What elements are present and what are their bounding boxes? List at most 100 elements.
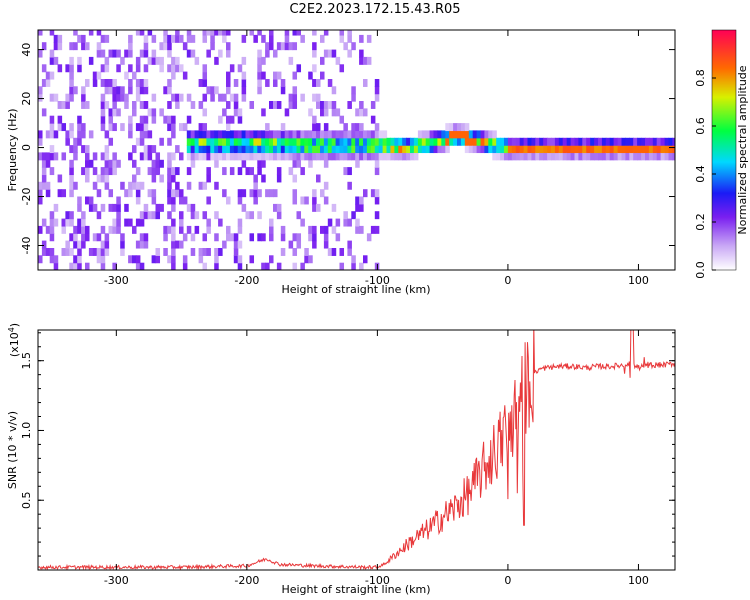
heatmap-cell — [194, 225, 200, 234]
heatmap-cell — [374, 145, 380, 154]
heatmap-cell — [664, 137, 670, 146]
heatmap-cell — [190, 152, 196, 161]
heatmap-cell — [617, 152, 623, 161]
heatmap-cell — [300, 137, 305, 146]
heatmap-cell — [504, 145, 509, 154]
heatmap-cell — [237, 240, 243, 249]
heatmap-cell — [88, 203, 94, 212]
x-tick-label: -200 — [234, 274, 259, 287]
heatmap-cell — [523, 137, 529, 146]
heatmap-cell — [112, 159, 117, 168]
heatmap-cell — [320, 71, 325, 80]
heatmap-cell — [468, 145, 474, 154]
heatmap-cell — [531, 152, 536, 161]
heatmap-cell — [351, 86, 356, 95]
heatmap-cell — [480, 137, 486, 146]
heatmap-cell — [104, 64, 110, 73]
heatmap-cell — [57, 189, 63, 198]
heatmap-cell — [300, 130, 305, 139]
heatmap-cell — [175, 145, 180, 154]
heatmap-cell — [218, 93, 223, 102]
heatmap-cell — [480, 145, 486, 154]
heatmap-cell — [359, 56, 364, 65]
heatmap-cell — [320, 130, 325, 139]
heatmap-cell — [135, 93, 141, 102]
heatmap-cell — [69, 211, 74, 220]
heatmap-cell — [41, 159, 47, 168]
heatmap-cell — [128, 115, 133, 124]
heatmap-cell — [151, 174, 157, 183]
heatmap-cell — [355, 137, 360, 146]
heatmap-cell — [202, 79, 208, 87]
heatmap-cell — [206, 49, 211, 58]
heatmap-cell — [280, 123, 286, 132]
heatmap-cell — [218, 130, 223, 139]
heatmap-cell — [257, 189, 262, 198]
heatmap-cell — [253, 196, 258, 205]
heatmap-cell — [323, 152, 329, 161]
heatmap-cell — [488, 145, 493, 154]
heatmap-cell — [124, 93, 129, 102]
heatmap-cell — [316, 123, 321, 132]
heatmap-cell — [363, 145, 368, 154]
heatmap-cell — [198, 79, 204, 87]
heatmap-cell — [304, 248, 309, 256]
heatmap-cell — [394, 145, 399, 154]
heatmap-cell — [53, 42, 59, 51]
heatmap-cell — [312, 225, 317, 234]
heatmap-cell — [132, 101, 137, 109]
heatmap-cell — [229, 130, 235, 139]
heatmap-cell — [507, 152, 513, 161]
heatmap-cell — [104, 240, 110, 249]
heatmap-cell — [88, 130, 94, 139]
heatmap-cell — [135, 167, 141, 176]
heatmap-cell — [182, 42, 188, 51]
heatmap-cell — [132, 108, 137, 117]
heatmap-cell — [425, 137, 431, 146]
heatmap-cell — [179, 34, 184, 43]
heatmap-cell — [320, 101, 325, 109]
heatmap-cell — [147, 108, 153, 117]
heatmap-cell — [551, 152, 556, 161]
heatmap-cell — [355, 108, 360, 117]
heatmap-cell — [300, 152, 305, 161]
heatmap-cell — [280, 225, 286, 234]
y-tick-label: 20 — [20, 92, 33, 106]
heatmap-cell — [104, 248, 110, 256]
x-tick-label: 100 — [628, 274, 649, 287]
heatmap-cell — [120, 123, 125, 132]
heatmap-cell — [425, 130, 431, 139]
heatmap-cell — [562, 137, 568, 146]
heatmap-cell — [523, 145, 529, 154]
heatmap-cell — [265, 152, 270, 161]
heatmap-cell — [398, 145, 403, 154]
heatmap-cell — [155, 56, 161, 65]
heatmap-cell — [38, 130, 43, 139]
heatmap-cell — [594, 152, 599, 161]
heatmap-cell — [139, 86, 145, 95]
heatmap-cell — [292, 248, 298, 256]
heatmap-cell — [69, 64, 74, 73]
heatmap-cell — [229, 152, 235, 161]
heatmap-cell — [343, 167, 348, 176]
heatmap-cell — [100, 123, 106, 132]
bottom-y-axis-label: SNR (10 * v/v) — [6, 411, 19, 489]
heatmap-cell — [257, 71, 262, 80]
heatmap-cell — [629, 145, 634, 154]
heatmap-cell — [468, 130, 474, 139]
heatmap-cell — [155, 211, 161, 220]
heatmap-cell — [547, 152, 552, 161]
heatmap-cell — [316, 174, 321, 183]
heatmap-cell — [92, 181, 98, 190]
heatmap-cell — [660, 137, 666, 146]
heatmap-cell — [73, 181, 78, 190]
heatmap-cell — [124, 49, 129, 58]
heatmap-cell — [304, 255, 309, 264]
heatmap-cell — [41, 167, 47, 176]
heatmap-cell — [73, 137, 78, 146]
heatmap-cell — [41, 79, 47, 87]
heatmap-cell — [351, 145, 356, 154]
heatmap-cell — [366, 145, 372, 154]
y-tick-label: 40 — [20, 43, 33, 57]
heatmap-cell — [190, 34, 196, 43]
